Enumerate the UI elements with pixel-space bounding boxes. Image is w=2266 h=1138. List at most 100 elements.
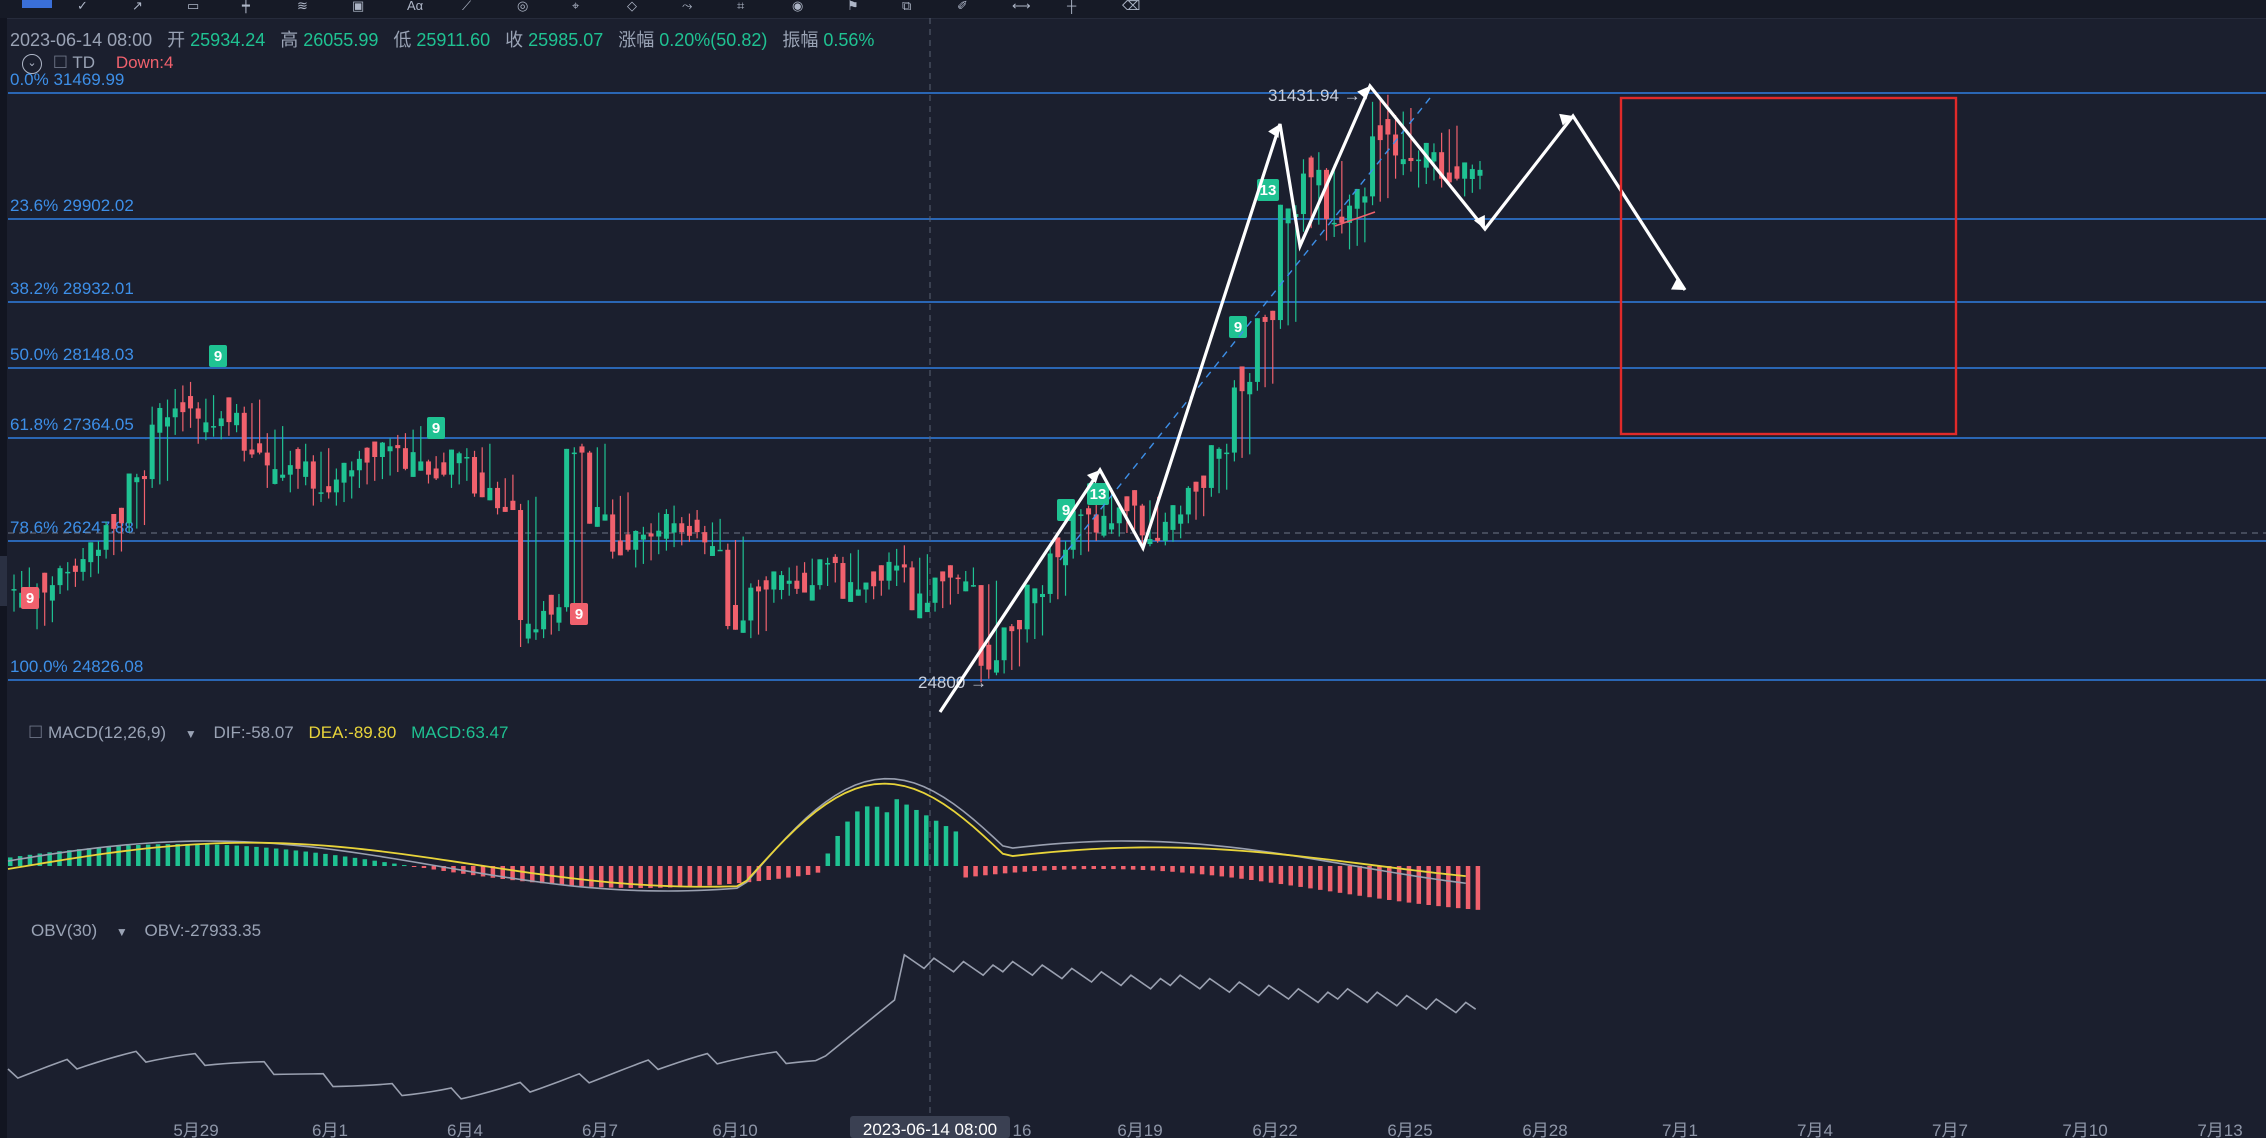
brush-icon[interactable]: ⟋ bbox=[462, 0, 472, 13]
macd-histogram-bar bbox=[1002, 866, 1008, 874]
shape-icon[interactable]: ◎ bbox=[517, 0, 529, 13]
close-value: 25985.07 bbox=[528, 30, 604, 50]
measure-icon[interactable]: ▣ bbox=[352, 0, 365, 13]
macd-histogram-bar bbox=[963, 866, 968, 878]
crosshair-time-tag bbox=[850, 1116, 1010, 1138]
candle-body bbox=[1393, 134, 1399, 156]
target-zone-box[interactable] bbox=[1619, 96, 1958, 436]
macd-histogram-bar bbox=[145, 844, 151, 866]
macd-histogram-bar bbox=[736, 866, 742, 884]
candle-body bbox=[211, 426, 217, 428]
candle-body bbox=[1009, 626, 1015, 632]
macd-histogram-bar bbox=[746, 866, 752, 883]
macd-histogram-bar bbox=[1436, 866, 1441, 907]
candle-body bbox=[1055, 537, 1061, 558]
macd-histogram-bar bbox=[342, 856, 348, 866]
grid-icon[interactable]: ⌗ bbox=[737, 0, 745, 13]
candle-body bbox=[310, 461, 316, 489]
candle-body bbox=[172, 408, 178, 418]
candle-body bbox=[379, 442, 385, 458]
macd-histogram-bar bbox=[805, 866, 811, 875]
sidebar-toggle[interactable] bbox=[0, 556, 7, 606]
macd-legend[interactable]: ☐ MACD(12,26,9) ▼ DIF:-58.07 DEA:-89.80 … bbox=[28, 723, 508, 743]
chevron-down-icon[interactable]: ▼ bbox=[115, 925, 128, 939]
text-icon[interactable]: Aα bbox=[407, 0, 424, 13]
candle-body bbox=[610, 514, 616, 552]
fib-icon[interactable]: ≋ bbox=[297, 0, 308, 13]
layout-icon[interactable]: ⧉ bbox=[902, 0, 912, 13]
macd-histogram-bar bbox=[402, 865, 407, 867]
line-icon[interactable]: ✓ bbox=[77, 0, 88, 13]
lock-icon[interactable]: ✐ bbox=[957, 0, 968, 13]
obv-name: OBV(30) bbox=[31, 921, 98, 940]
candle-body bbox=[1224, 452, 1230, 455]
candle-body bbox=[495, 487, 501, 509]
candle-body bbox=[402, 448, 408, 469]
x-axis-tick-label: 6月7 bbox=[582, 1121, 618, 1138]
macd-histogram-bar bbox=[1170, 866, 1175, 872]
path-icon[interactable]: ◇ bbox=[627, 0, 637, 13]
rect-icon[interactable]: ▭ bbox=[187, 0, 200, 13]
macd-histogram-bar bbox=[86, 848, 92, 866]
candle-body bbox=[1032, 588, 1038, 604]
candle-body bbox=[303, 461, 309, 477]
candle-body bbox=[917, 593, 923, 619]
ray-icon[interactable]: ↗ bbox=[132, 0, 143, 13]
candle-body bbox=[855, 589, 861, 596]
candle-body bbox=[1469, 169, 1475, 179]
macd-histogram-bar bbox=[480, 866, 486, 877]
fib-level-label: 78.6% 26247.88 bbox=[10, 518, 134, 537]
bell-icon[interactable]: ☐ bbox=[28, 723, 44, 742]
hline-icon[interactable]: ┿ bbox=[242, 0, 250, 13]
macd-histogram-bar bbox=[382, 862, 387, 866]
bookmark-icon[interactable]: ⚑ bbox=[847, 0, 859, 13]
td-count-label: 9 bbox=[214, 348, 222, 365]
candle-body bbox=[717, 549, 723, 552]
candle-body bbox=[1185, 487, 1191, 515]
projection-path bbox=[938, 82, 1687, 713]
macd-histogram-bar bbox=[1396, 866, 1402, 902]
candle-body bbox=[686, 525, 692, 536]
collapse-icon[interactable]: ⌄ bbox=[22, 53, 42, 74]
macd-histogram-bar bbox=[638, 866, 643, 888]
macd-histogram-bar bbox=[953, 831, 959, 866]
macd-histogram-bar bbox=[1258, 866, 1264, 882]
td-count-label: 13 bbox=[1090, 486, 1107, 503]
x-axis-tick-label: 7月13 bbox=[2197, 1121, 2242, 1138]
trash-icon[interactable]: ⌫ bbox=[1122, 0, 1141, 13]
candle-body bbox=[157, 407, 163, 433]
macd-histogram-bar bbox=[195, 844, 200, 866]
macd-name: MACD(12,26,9) bbox=[47, 723, 167, 742]
obv-legend[interactable]: OBV(30) ▼ OBV:-27933.35 bbox=[31, 921, 261, 941]
eye-icon[interactable]: ┼ bbox=[1067, 0, 1077, 13]
macd-histogram-bar bbox=[1357, 866, 1362, 896]
candle-body bbox=[111, 513, 117, 529]
td-indicator-legend[interactable]: ⌄ ☐ TD Down:4 bbox=[22, 53, 173, 74]
target-icon[interactable]: ◉ bbox=[792, 0, 804, 13]
macd-histogram-bar bbox=[1387, 866, 1392, 900]
cursor-icon[interactable] bbox=[22, 0, 52, 8]
candle-body bbox=[878, 565, 884, 581]
drawing-toolbar: ✓ ↗ ▭ ┿ ≋ ▣ Aα ⟋ ◎ ⌖ ◇ ⤳ ⌗ ◉ ⚑ ⧉ ✐ ⟷ ┼ ⌫ bbox=[0, 0, 2266, 19]
macd-histogram-bar bbox=[520, 866, 525, 882]
candle-body bbox=[993, 660, 999, 673]
macd-histogram-bar bbox=[1121, 866, 1126, 870]
pattern-icon[interactable]: ⤳ bbox=[682, 0, 693, 13]
td-count-badge bbox=[1087, 483, 1109, 505]
td-count-badge bbox=[427, 417, 445, 439]
candle-body bbox=[1070, 510, 1076, 550]
change-label: 涨幅 bbox=[618, 30, 655, 50]
macd-histogram-bar bbox=[894, 799, 899, 866]
bell-icon[interactable]: ☐ bbox=[52, 53, 68, 72]
candle-body bbox=[226, 397, 232, 423]
pin-icon[interactable]: ⌖ bbox=[572, 0, 580, 13]
link-icon[interactable]: ⟷ bbox=[1012, 0, 1031, 13]
macd-histogram-bar bbox=[126, 845, 131, 866]
chevron-down-icon[interactable]: ▼ bbox=[184, 727, 197, 741]
macd-histogram-bar bbox=[372, 860, 377, 866]
td-count-badge bbox=[1257, 179, 1279, 201]
candle-body bbox=[633, 530, 639, 550]
candle-body bbox=[441, 462, 447, 475]
